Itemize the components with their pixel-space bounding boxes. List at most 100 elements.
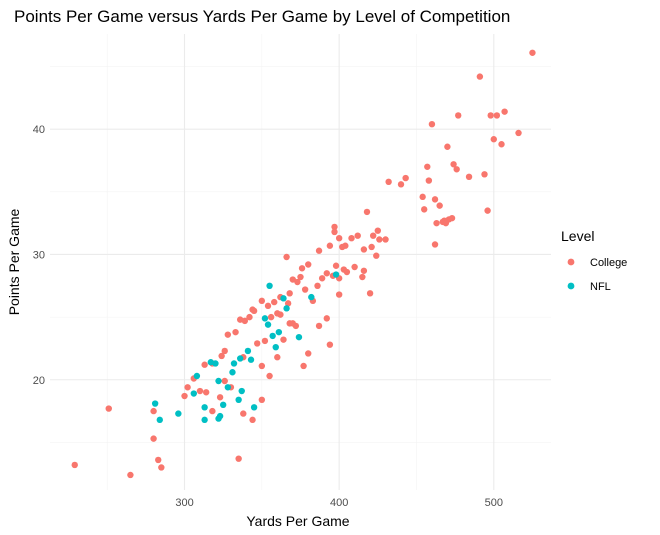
grid xyxy=(50,34,551,490)
college-point xyxy=(232,328,239,336)
college-point xyxy=(351,263,358,271)
college-point xyxy=(283,253,290,261)
college-point xyxy=(424,163,431,170)
nfl-point xyxy=(283,305,290,312)
college-point xyxy=(216,394,224,401)
college-point xyxy=(368,243,375,251)
college-point xyxy=(339,243,346,251)
college-point xyxy=(385,178,392,186)
college-point xyxy=(455,112,462,119)
legend-items: College NFL xyxy=(567,257,627,293)
college-point xyxy=(150,407,157,415)
nfl-point xyxy=(235,396,242,404)
nfl-point xyxy=(280,295,287,302)
college-point xyxy=(374,227,382,234)
college-point xyxy=(246,313,253,321)
college-point xyxy=(277,311,284,318)
college-point xyxy=(280,336,287,343)
legend-key-nfl xyxy=(567,282,575,290)
college-point xyxy=(335,291,343,298)
college-point xyxy=(158,464,165,471)
college-point xyxy=(326,242,334,249)
nfl-point xyxy=(236,355,244,362)
nfl-point xyxy=(201,404,208,411)
college-point xyxy=(184,384,191,391)
college-point xyxy=(373,252,380,259)
nfl-point xyxy=(272,343,279,351)
nfl-point xyxy=(229,369,236,376)
college-point xyxy=(431,196,439,203)
nfl-point xyxy=(215,377,222,385)
college-point xyxy=(501,108,508,115)
college-point xyxy=(323,270,330,277)
y-axis-ticks: 20 30 40 xyxy=(33,124,45,387)
college-point xyxy=(450,161,457,168)
legend-key-college xyxy=(567,258,575,266)
legend: Level College NFL xyxy=(561,228,627,293)
college-point xyxy=(196,387,204,395)
nfl-point xyxy=(247,356,255,363)
college-point xyxy=(254,340,261,347)
college-point xyxy=(442,219,450,227)
college-point xyxy=(335,234,343,242)
college-point xyxy=(249,306,256,313)
legend-label-college: College xyxy=(590,257,627,269)
college-point xyxy=(402,174,409,182)
college-point xyxy=(331,223,338,231)
x-axis-title: Yards Per Game xyxy=(246,513,349,529)
college-point xyxy=(487,112,494,119)
college-point xyxy=(105,405,112,412)
college-point xyxy=(421,206,428,213)
college-point xyxy=(340,266,347,273)
college-point xyxy=(209,407,216,415)
college-point xyxy=(266,372,273,380)
nfl-point xyxy=(193,372,201,380)
nfl-point xyxy=(156,416,163,424)
college-point xyxy=(366,290,374,297)
nfl-point xyxy=(224,384,232,391)
nfl-point xyxy=(295,333,303,341)
college-point xyxy=(71,461,78,469)
college-point xyxy=(369,232,377,239)
college-point xyxy=(218,352,225,360)
nfl-point xyxy=(266,282,273,290)
college-point xyxy=(236,316,244,323)
y-tick-label: 40 xyxy=(33,124,45,136)
college-point xyxy=(476,73,484,80)
nfl-point xyxy=(219,401,227,409)
college-point xyxy=(436,202,443,209)
college-point xyxy=(376,236,383,243)
college-point xyxy=(433,219,440,227)
college-point xyxy=(332,262,340,269)
nfl-point xyxy=(275,328,283,336)
college-point xyxy=(235,455,242,462)
college-point xyxy=(286,290,293,297)
x-tick-label: 400 xyxy=(330,497,348,509)
y-axis-title: Points Per Game xyxy=(6,208,22,315)
nfl-point xyxy=(332,271,340,278)
legend-label-nfl: NFL xyxy=(590,281,611,293)
nfl-point xyxy=(261,315,269,322)
college-point xyxy=(127,471,134,479)
college-point xyxy=(493,112,501,119)
y-tick-label: 20 xyxy=(33,375,45,387)
nfl-point xyxy=(244,347,252,355)
college-point xyxy=(360,267,368,274)
college-point xyxy=(498,141,505,148)
college-point xyxy=(258,362,266,370)
nfl-point xyxy=(175,410,182,417)
college-point xyxy=(326,341,334,348)
nfl-point xyxy=(250,404,258,411)
college-point xyxy=(354,232,361,239)
college-point xyxy=(431,241,439,248)
college-point xyxy=(529,49,536,56)
college-point xyxy=(428,120,436,128)
college-point xyxy=(397,181,405,188)
nfl-point xyxy=(151,400,159,407)
nfl-point xyxy=(269,332,276,340)
college-point xyxy=(453,166,460,173)
college-point xyxy=(382,236,389,243)
y-tick-label: 30 xyxy=(33,249,45,261)
college-point xyxy=(258,396,266,404)
